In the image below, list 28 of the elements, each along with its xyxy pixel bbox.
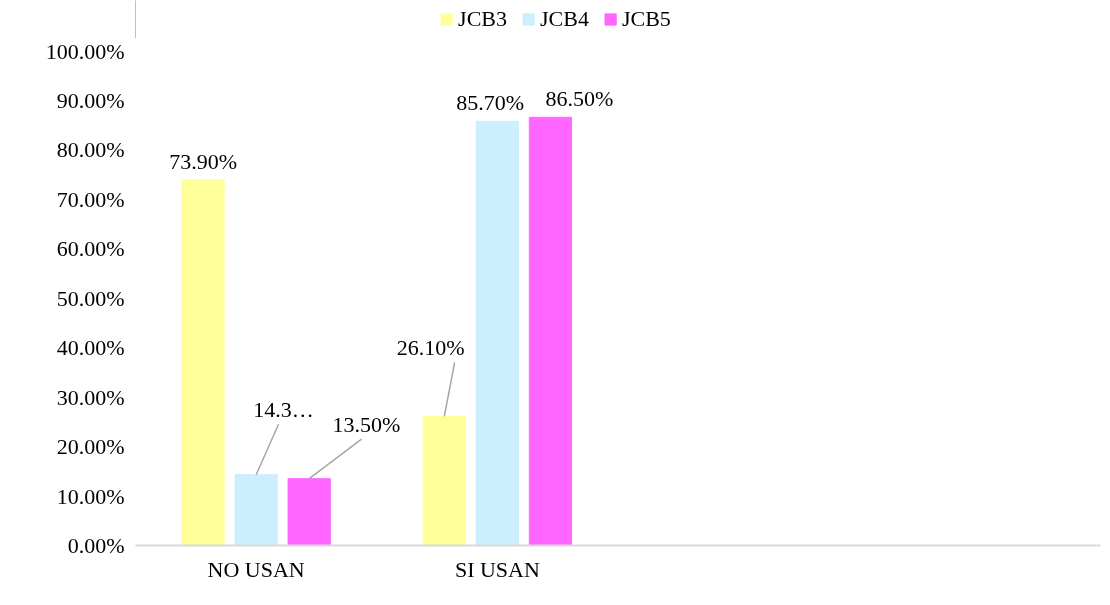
y-tick-label: 90.00% [56,87,125,113]
legend-label: JCB3 [458,6,508,32]
data-label: 73.90% [169,148,237,174]
x-tick-label: NO USAN [207,556,305,582]
bar [422,415,466,546]
data-label: 26.10% [396,335,465,360]
data-label: 13.50% [332,411,401,437]
y-tick-label: 50.00% [56,285,125,311]
y-tick-label: 10.00% [56,483,125,509]
y-tick-label: 20.00% [56,434,125,459]
legend-label: JCB5 [621,6,671,32]
bar [475,120,519,546]
y-tick-label: 80.00% [56,137,125,162]
y-tick-label: 70.00% [56,186,125,212]
y-tick-label: 30.00% [56,384,125,410]
y-tick-label: 100.00% [45,38,125,64]
data-label: 14.3… [253,396,314,422]
y-tick-label: 0.00% [67,533,125,558]
x-tick-label: SI USAN [454,556,540,582]
bar [287,478,331,546]
bar [181,179,225,546]
bar [528,116,573,546]
data-label: 85.70% [456,90,525,116]
legend-label: JCB4 [540,6,589,32]
y-tick-label: 60.00% [56,236,125,261]
data-label: 86.50% [545,86,614,112]
bar [234,474,278,546]
y-tick-label: 40.00% [56,335,125,360]
